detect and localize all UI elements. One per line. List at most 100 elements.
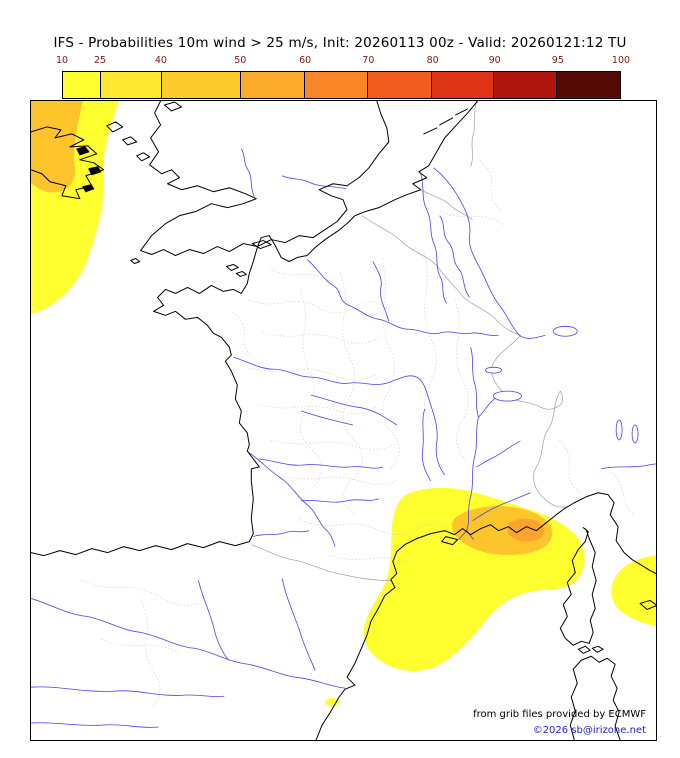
lake-como <box>631 424 639 444</box>
island-wadden-2 <box>439 117 454 126</box>
coast-continent-atlantic <box>31 101 479 557</box>
river-severn <box>240 148 255 197</box>
prob-region-mediterranean-orange <box>452 506 553 556</box>
prob-region-small-spot <box>325 698 340 707</box>
river-dordogne <box>259 458 384 469</box>
border-be-nl <box>420 189 473 220</box>
river-isere <box>476 440 521 468</box>
colorbar-segment <box>368 72 433 98</box>
river-rhone <box>466 396 497 531</box>
coast-ireland <box>31 126 105 200</box>
border-nl-de <box>470 101 477 167</box>
dept-boundaries-shape <box>262 332 381 344</box>
dept-boundaries-shape <box>559 439 582 494</box>
probability-regions <box>31 101 656 707</box>
colorbar-labels: 10 25 40 50 60 70 80 90 95 100 <box>56 55 630 68</box>
river-adour <box>253 530 310 538</box>
lake-constance <box>552 325 578 337</box>
river-seine <box>306 259 439 335</box>
island-wadden-3 <box>455 108 469 116</box>
river-meuse <box>420 173 447 304</box>
colorbar-segment <box>161 72 241 98</box>
colorbar-segment <box>100 72 162 98</box>
colorbar-tick-label: 25 <box>93 55 107 66</box>
colorbar-segment <box>494 72 558 98</box>
dept-boundaries-shape <box>479 160 502 211</box>
coast-corsica <box>559 527 597 646</box>
colorbar-tick-label: 10 <box>55 55 69 66</box>
prob-region-mediterranean-core <box>507 518 544 542</box>
colorbar-segment <box>432 72 495 98</box>
coast-sardinia <box>569 655 621 740</box>
island-anglesey <box>164 101 183 112</box>
river-allier <box>421 408 432 482</box>
colorbar-tick-label: 70 <box>362 55 375 66</box>
dept-boundaries-shape <box>270 439 396 451</box>
island-ireland-2 <box>122 136 138 146</box>
dept-boundaries-shape <box>80 579 201 606</box>
island-maddalena-2 <box>591 645 604 653</box>
colorbar-segment <box>557 72 620 98</box>
river-po <box>601 463 656 470</box>
border-fr-es <box>251 544 391 581</box>
dept-boundaries-shape <box>455 300 469 461</box>
river-lot <box>301 498 380 503</box>
lake-neuchatel <box>485 366 502 374</box>
border-fr-ch <box>491 335 521 398</box>
dept-boundaries <box>80 160 636 708</box>
map-svg <box>31 101 656 740</box>
island-jersey <box>225 263 239 271</box>
colorbar-tick-label: 40 <box>154 55 167 66</box>
dept-boundaries-shape <box>439 210 504 225</box>
lake-geneva <box>493 390 522 402</box>
islet-kerry-2 <box>88 166 102 176</box>
border-ch-it <box>508 390 563 410</box>
dept-boundaries-shape <box>299 290 322 490</box>
colorbar: 10 25 40 50 60 70 80 90 95 100 <box>56 55 630 99</box>
colorbar-tick-label: 100 <box>611 55 631 66</box>
river-ebro-trib1 <box>281 578 316 671</box>
colorbar-segment <box>240 72 306 98</box>
coast-mediterranean <box>315 492 656 740</box>
island-wadden-1 <box>423 127 438 135</box>
coast-britain <box>140 101 390 257</box>
river-ebro <box>31 598 346 689</box>
lagoon-camargue <box>441 536 459 546</box>
river-saone <box>470 347 479 418</box>
border-fr-be <box>361 215 464 298</box>
colorbar-tick-label: 95 <box>551 55 564 66</box>
river-durance <box>472 492 531 522</box>
colorbar-segment <box>305 72 369 98</box>
dept-boundaries-shape <box>300 519 452 535</box>
colorbar-bar <box>62 71 621 99</box>
colorbar-tick-label: 90 <box>488 55 501 66</box>
dept-boundaries-shape <box>268 268 333 283</box>
dept-boundaries-shape <box>339 272 363 514</box>
border-fr-de <box>463 297 521 336</box>
lake-maggiore <box>615 419 623 441</box>
river-moselle <box>439 215 470 298</box>
island-ireland-3 <box>136 152 151 162</box>
island-guernsey <box>235 270 247 277</box>
river-marne <box>438 331 499 337</box>
island-scilly <box>130 258 141 264</box>
colorbar-tick-label: 80 <box>426 55 439 66</box>
dept-boundaries-shape <box>232 312 255 359</box>
dept-boundaries-shape <box>100 639 181 654</box>
islet-kerry-3 <box>82 184 95 193</box>
river-spain-1 <box>31 686 225 698</box>
dept-boundaries-shape <box>258 403 377 415</box>
river-vienne <box>301 410 354 426</box>
map-title: IFS - Probabilities 10m wind > 25 m/s, I… <box>53 35 627 51</box>
river-loire <box>233 356 445 476</box>
river-spain-2 <box>31 722 159 728</box>
dept-boundaries-shape <box>329 555 408 564</box>
rivers <box>31 148 656 728</box>
river-thames <box>282 175 347 190</box>
island-maddalena-1 <box>577 645 591 654</box>
river-oise <box>372 261 390 322</box>
coastlines <box>31 101 656 740</box>
colorbar-segment <box>63 72 101 98</box>
dept-boundaries-shape <box>250 367 377 381</box>
